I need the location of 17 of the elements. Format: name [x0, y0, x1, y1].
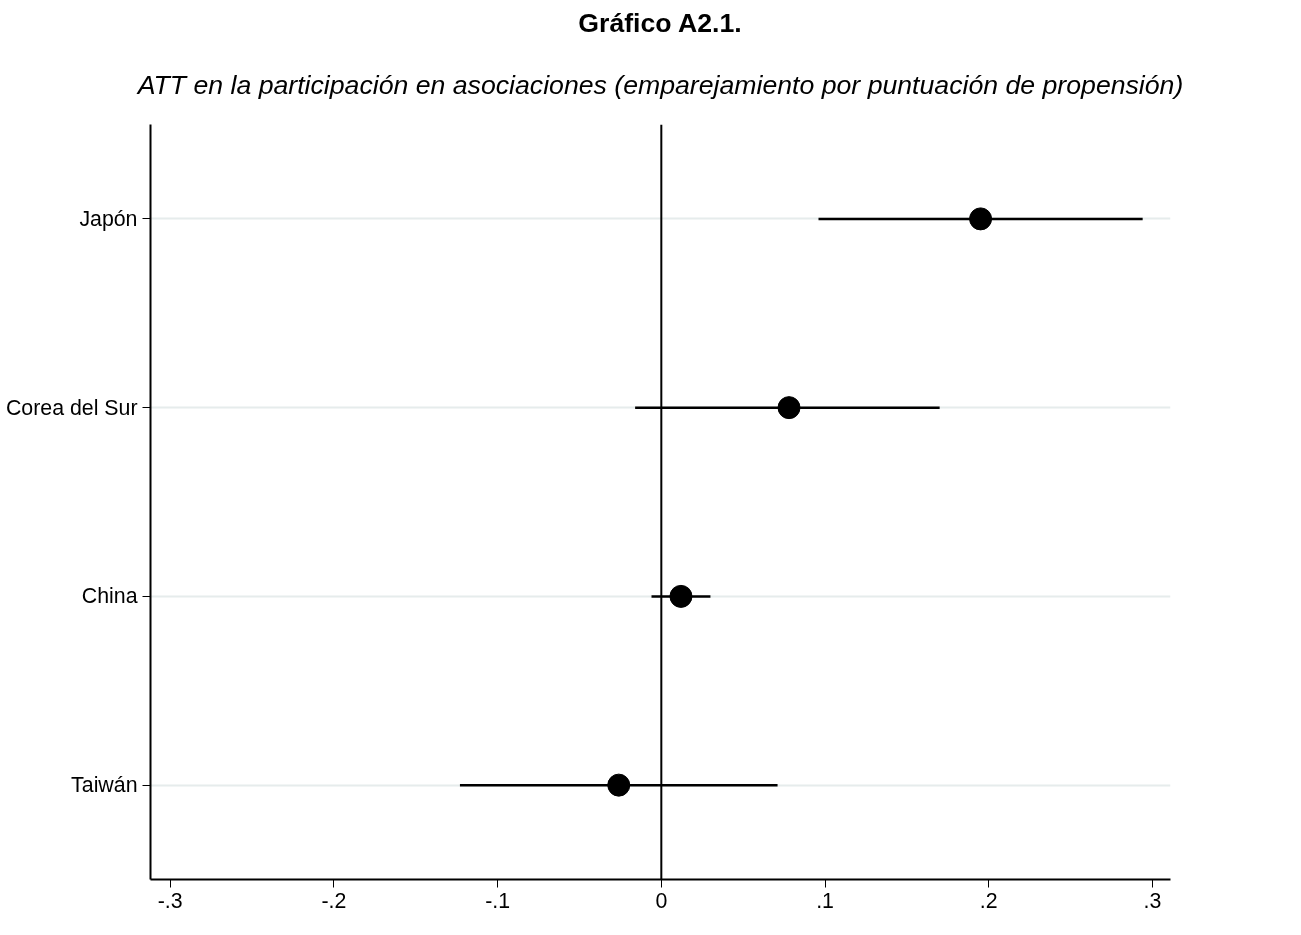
x-tick-label: -.3 — [157, 888, 183, 913]
x-tick-label: -.2 — [321, 888, 347, 913]
y-tick-label: Corea del Sur — [5, 395, 138, 420]
x-tick-label: .1 — [816, 888, 834, 913]
x-tick-label: 0 — [655, 888, 668, 913]
chart-title: Gráfico A2.1. — [578, 7, 742, 38]
point — [969, 207, 993, 231]
point — [669, 584, 693, 608]
x-tick-label: .3 — [1143, 888, 1162, 913]
point — [607, 773, 631, 797]
point — [777, 396, 801, 420]
y-tick-label: Taiwán — [71, 773, 138, 798]
y-tick-label: China — [81, 584, 138, 609]
chart-subtitle: ATT en la participación en asociaciones (emparejamiento por puntuación de propensión) — [135, 69, 1184, 100]
x-tick-label: .2 — [979, 888, 998, 913]
x-tick-label: -.1 — [485, 888, 511, 913]
y-tick-label: Japón — [79, 206, 138, 231]
